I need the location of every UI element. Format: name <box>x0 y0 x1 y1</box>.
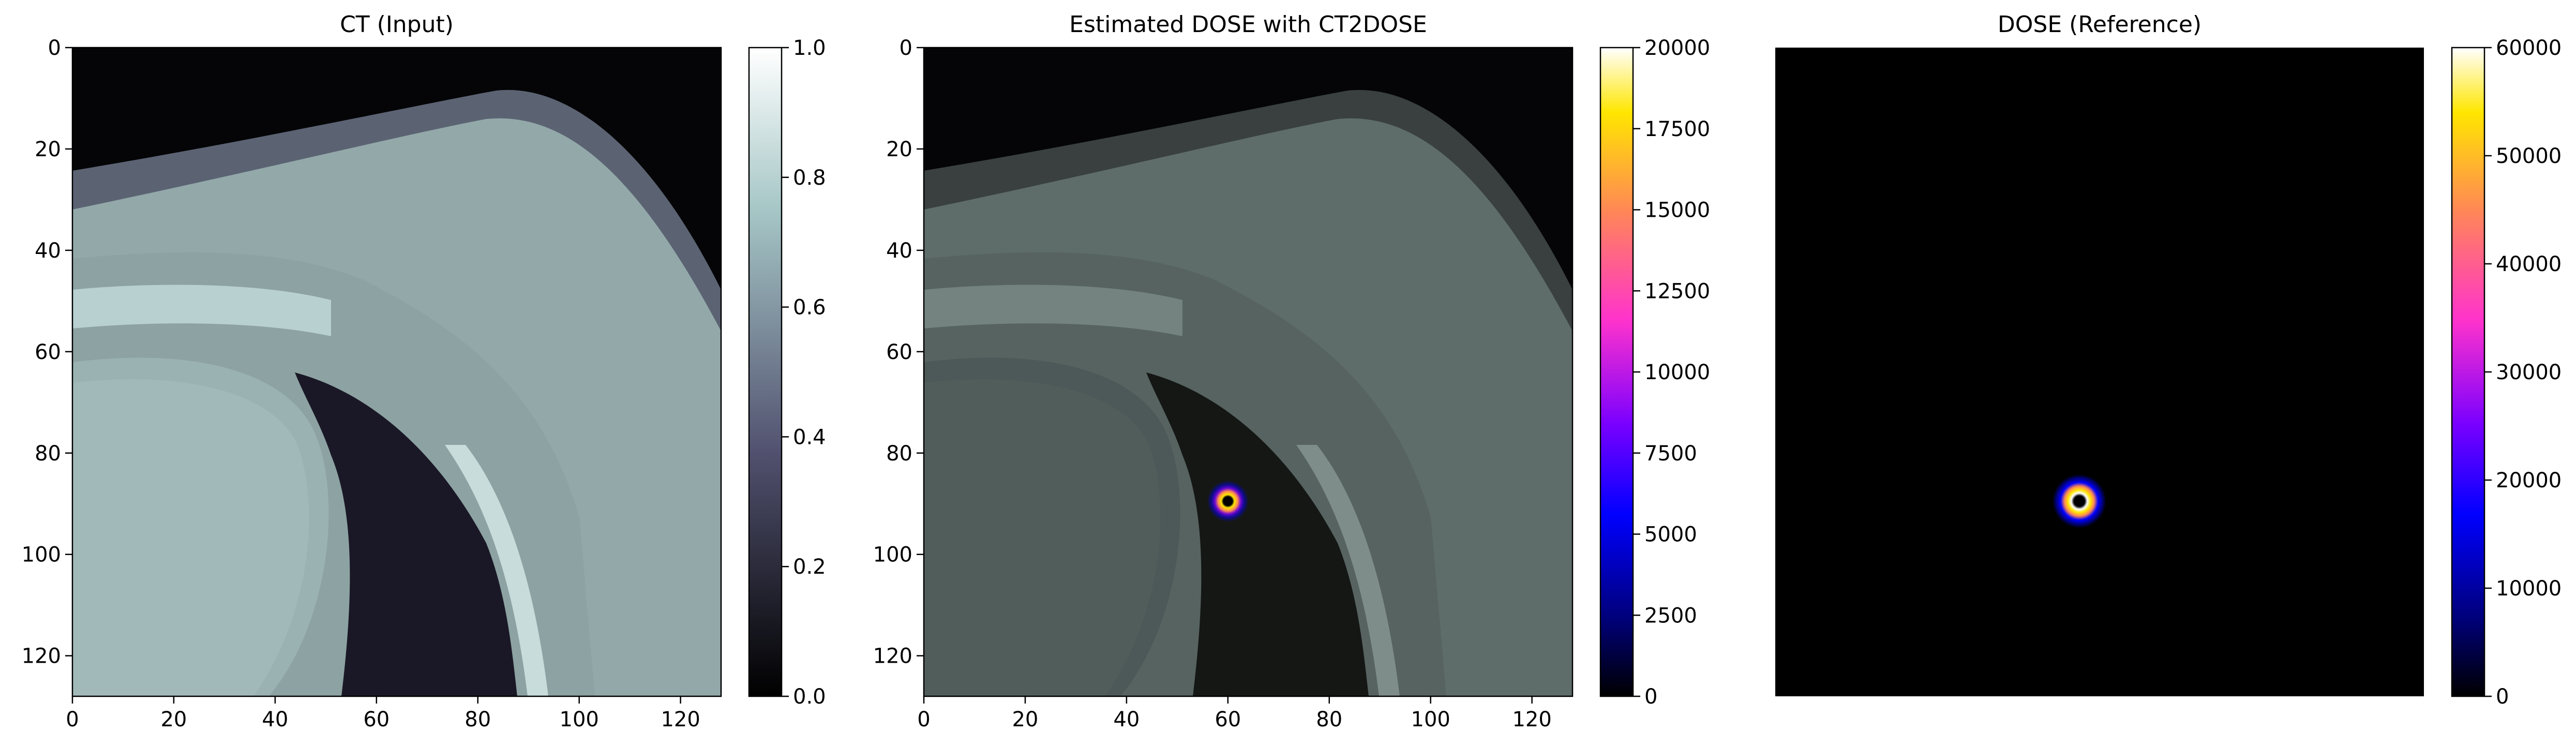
x-tick-label: 60 <box>363 708 390 731</box>
y-tick-label: 20 <box>886 138 912 161</box>
colorbar-tick-label: 0.8 <box>793 166 826 190</box>
x-tick-label: 120 <box>661 708 700 731</box>
y-tick-label: 0 <box>48 36 61 60</box>
colorbar-tick-label: 20000 <box>2496 469 2562 492</box>
x-tick-label: 100 <box>1411 708 1450 731</box>
y-tick-label: 120 <box>22 645 61 668</box>
colorbar-tick-label: 20000 <box>1644 36 1710 60</box>
y-tick-label: 60 <box>35 340 61 364</box>
colorbar-tick-label: 0.4 <box>793 425 826 449</box>
panel2-axes-frame <box>923 47 1574 697</box>
x-tick-label: 60 <box>1215 708 1241 731</box>
panel1-axes-frame <box>71 47 722 697</box>
x-tick-label: 100 <box>560 708 599 731</box>
colorbar-tick-label: 10000 <box>2496 577 2562 601</box>
x-tick-label: 20 <box>160 708 187 731</box>
panel1-x-ticks: 0 20 40 60 80 100 120 <box>66 696 700 731</box>
panel1-y-ticks: 0 20 40 60 80 100 120 <box>22 36 72 668</box>
panel2-y-ticks: 0 20 40 60 80 100 120 <box>873 36 924 668</box>
panel2-x-ticks: 0 20 40 60 80 100 120 <box>917 696 1552 731</box>
x-tick-label: 120 <box>1512 708 1551 731</box>
y-tick-label: 20 <box>35 138 61 161</box>
x-tick-label: 80 <box>1316 708 1342 731</box>
x-tick-label: 0 <box>66 708 79 731</box>
y-tick-label: 80 <box>886 442 912 466</box>
colorbar-tick-label: 0.0 <box>793 685 826 709</box>
colorbar-tick-label: 0 <box>2496 685 2509 709</box>
x-tick-label: 40 <box>262 708 288 731</box>
panel1-title: CT (Input) <box>340 11 454 38</box>
x-tick-label: 80 <box>465 708 491 731</box>
colorbar-tick-label: 15000 <box>1644 199 1710 222</box>
colorbar-tick-label: 0.6 <box>793 296 826 320</box>
colorbar-tick-label: 40000 <box>2496 252 2562 276</box>
panel3-colorbar <box>2451 47 2485 697</box>
panel2-colorbar-ticks: 0 2500 5000 7500 10000 12500 15000 17500 20000 <box>1633 36 1710 709</box>
colorbar-tick-label: 17500 <box>1644 117 1710 141</box>
panel2-image <box>924 48 1572 696</box>
y-tick-label: 40 <box>886 239 912 263</box>
panel2-title: Estimated DOSE with CT2DOSE <box>1069 11 1427 38</box>
panel2-dose-hotspot <box>1207 480 1249 522</box>
y-tick-label: 40 <box>35 239 61 263</box>
panel2-colorbar <box>1599 47 1634 697</box>
colorbar-tick-label: 12500 <box>1644 279 1710 303</box>
y-tick-label: 100 <box>22 543 61 567</box>
y-tick-label: 60 <box>886 340 912 364</box>
colorbar-tick-label: 5000 <box>1644 523 1697 547</box>
panel1-image <box>72 48 721 696</box>
x-tick-label: 40 <box>1113 708 1140 731</box>
panel3-dose-hotspot <box>2052 474 2106 528</box>
colorbar-tick-label: 1.0 <box>793 36 826 60</box>
panel1-colorbar-ticks: 0.0 0.2 0.4 0.6 0.8 1.0 <box>782 36 826 709</box>
y-tick-label: 0 <box>900 36 912 60</box>
colorbar-tick-label: 50000 <box>2496 144 2562 168</box>
colorbar-tick-label: 30000 <box>2496 361 2562 384</box>
x-tick-label: 20 <box>1012 708 1038 731</box>
colorbar-tick-label: 0 <box>1644 685 1657 709</box>
panel3-image <box>1775 48 2424 696</box>
panel3-colorbar-ticks: 0 10000 20000 30000 40000 50000 60000 <box>2484 36 2562 709</box>
colorbar-tick-label: 7500 <box>1644 442 1697 466</box>
panel1-colorbar <box>748 47 783 697</box>
x-tick-label: 0 <box>917 708 930 731</box>
colorbar-tick-label: 60000 <box>2496 36 2562 60</box>
y-tick-label: 80 <box>35 442 61 466</box>
colorbar-tick-label: 2500 <box>1644 604 1697 628</box>
y-tick-label: 100 <box>873 543 912 567</box>
y-tick-label: 120 <box>873 645 912 668</box>
panel3-title: DOSE (Reference) <box>1998 11 2201 38</box>
colorbar-tick-label: 10000 <box>1644 361 1710 384</box>
colorbar-tick-label: 0.2 <box>793 555 826 579</box>
